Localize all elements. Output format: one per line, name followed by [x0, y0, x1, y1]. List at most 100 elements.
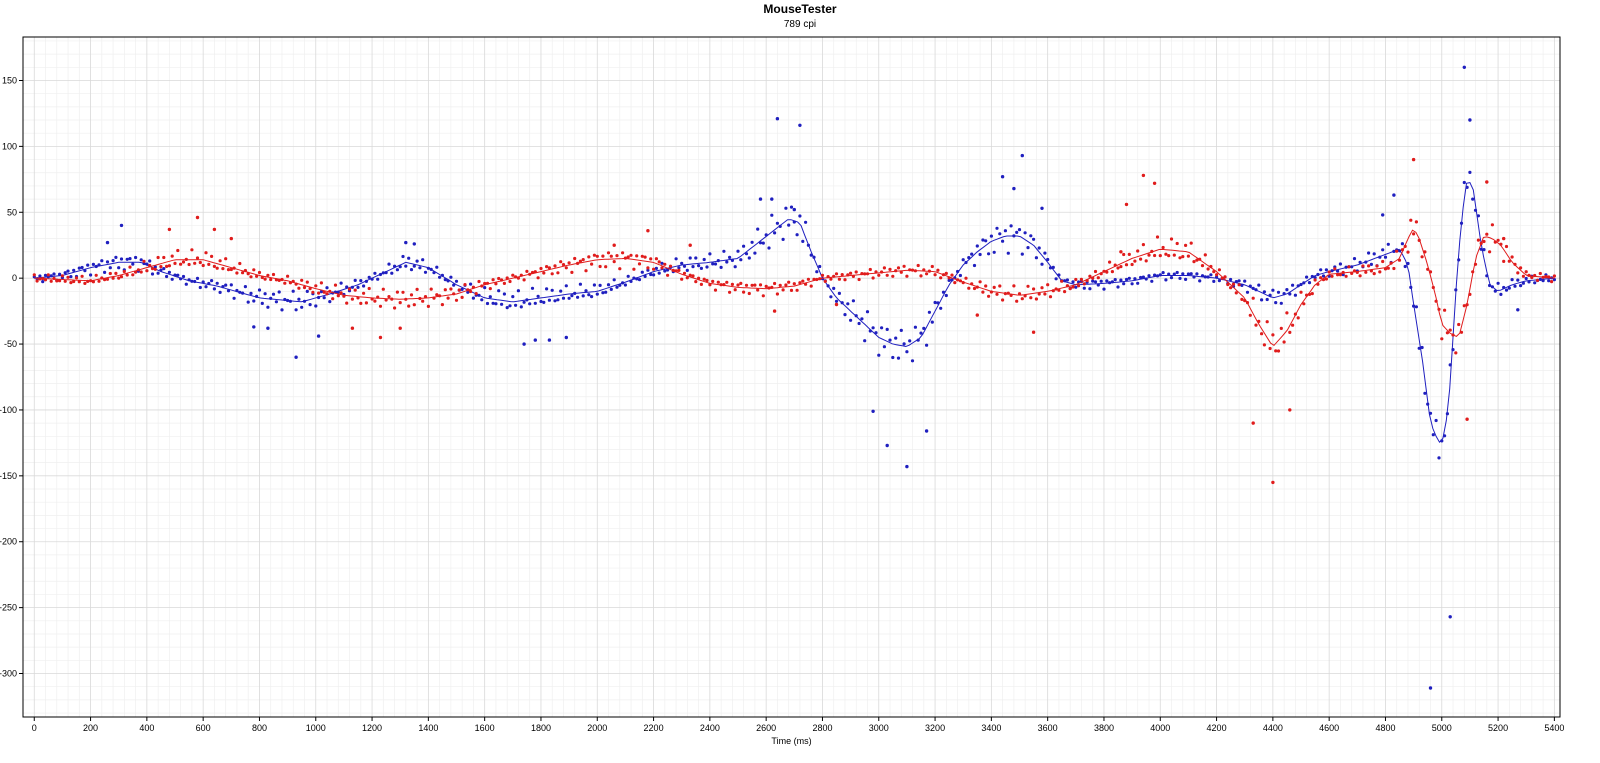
data-point [1299, 282, 1303, 287]
data-point [212, 287, 216, 291]
data-point [63, 271, 67, 275]
data-point [1155, 274, 1160, 278]
data-point [539, 299, 543, 304]
data-point [384, 298, 388, 302]
data-point [874, 331, 878, 335]
data-point [559, 260, 563, 264]
data-point [131, 273, 135, 277]
data-point [159, 268, 163, 272]
data-point [1088, 274, 1092, 278]
data-point [705, 278, 709, 283]
data-point [409, 268, 414, 272]
data-point [1485, 232, 1489, 236]
data-point [1206, 275, 1210, 279]
data-point [1364, 270, 1368, 274]
data-point [274, 278, 278, 282]
data-point [1020, 252, 1024, 256]
data-point [1257, 319, 1261, 323]
data-point [1479, 241, 1483, 245]
data-point [896, 356, 901, 360]
data-point [919, 331, 923, 335]
data-point [1113, 278, 1117, 282]
data-point [1406, 250, 1410, 254]
data-point [908, 268, 912, 272]
data-point [1327, 270, 1331, 274]
data-point [798, 214, 802, 218]
data-point [815, 277, 819, 282]
data-point [919, 274, 923, 278]
data-point [857, 277, 861, 282]
data-point [201, 263, 205, 268]
data-point [1381, 259, 1385, 264]
data-point [1074, 285, 1078, 289]
data-point [454, 298, 459, 302]
data-point [691, 265, 695, 269]
outlier-point [905, 464, 909, 469]
data-point [300, 305, 304, 309]
data-point [435, 265, 439, 269]
data-point [970, 282, 974, 286]
outlier-point [758, 197, 763, 201]
outlier-point [792, 207, 796, 212]
data-point [874, 270, 878, 274]
data-point [812, 255, 816, 259]
data-point [52, 272, 56, 276]
data-point [702, 277, 706, 281]
data-point [46, 273, 50, 277]
data-point [1237, 279, 1241, 283]
data-point [319, 281, 323, 285]
data-point [117, 266, 121, 270]
data-point [339, 281, 343, 285]
data-point [1248, 284, 1252, 288]
data-point [699, 266, 704, 270]
data-point [1043, 251, 1047, 255]
data-point [1319, 268, 1323, 272]
data-point [511, 273, 515, 277]
data-point [927, 269, 932, 273]
data-point [1352, 269, 1357, 273]
data-point [682, 264, 687, 268]
data-point [972, 263, 977, 268]
outlier-point [1468, 118, 1472, 122]
data-point [288, 281, 292, 285]
data-point [587, 293, 591, 297]
data-point [1378, 270, 1382, 274]
data-point [1285, 311, 1289, 315]
data-point [891, 274, 895, 278]
data-point [356, 285, 360, 289]
data-point [246, 272, 250, 276]
data-point [1240, 283, 1244, 287]
data-point [322, 290, 326, 294]
data-point [1032, 287, 1036, 291]
data-point [697, 276, 701, 280]
data-point [767, 286, 771, 290]
data-point [1513, 284, 1517, 288]
data-point [1136, 249, 1140, 253]
data-point [998, 232, 1002, 236]
data-point [1186, 254, 1190, 258]
data-point [1234, 280, 1238, 284]
x-tick-label: 2400 [700, 723, 720, 733]
data-point [1017, 292, 1022, 296]
data-point [1040, 262, 1044, 266]
data-point [1217, 279, 1221, 283]
data-point [480, 298, 484, 302]
data-point [381, 271, 385, 275]
data-point [1428, 270, 1433, 274]
data-point [1358, 260, 1362, 264]
data-point [91, 262, 95, 266]
data-point [1279, 301, 1283, 305]
data-point [1150, 249, 1154, 253]
data-point [972, 286, 977, 291]
data-point [362, 284, 366, 288]
data-point [863, 339, 867, 343]
data-point [1502, 285, 1506, 290]
data-point [1383, 255, 1388, 259]
data-point [1034, 256, 1038, 260]
data-point [384, 271, 388, 275]
data-point [1499, 242, 1503, 246]
data-point [142, 259, 146, 263]
data-point [373, 299, 377, 303]
data-point [626, 274, 630, 278]
data-point [902, 264, 906, 268]
